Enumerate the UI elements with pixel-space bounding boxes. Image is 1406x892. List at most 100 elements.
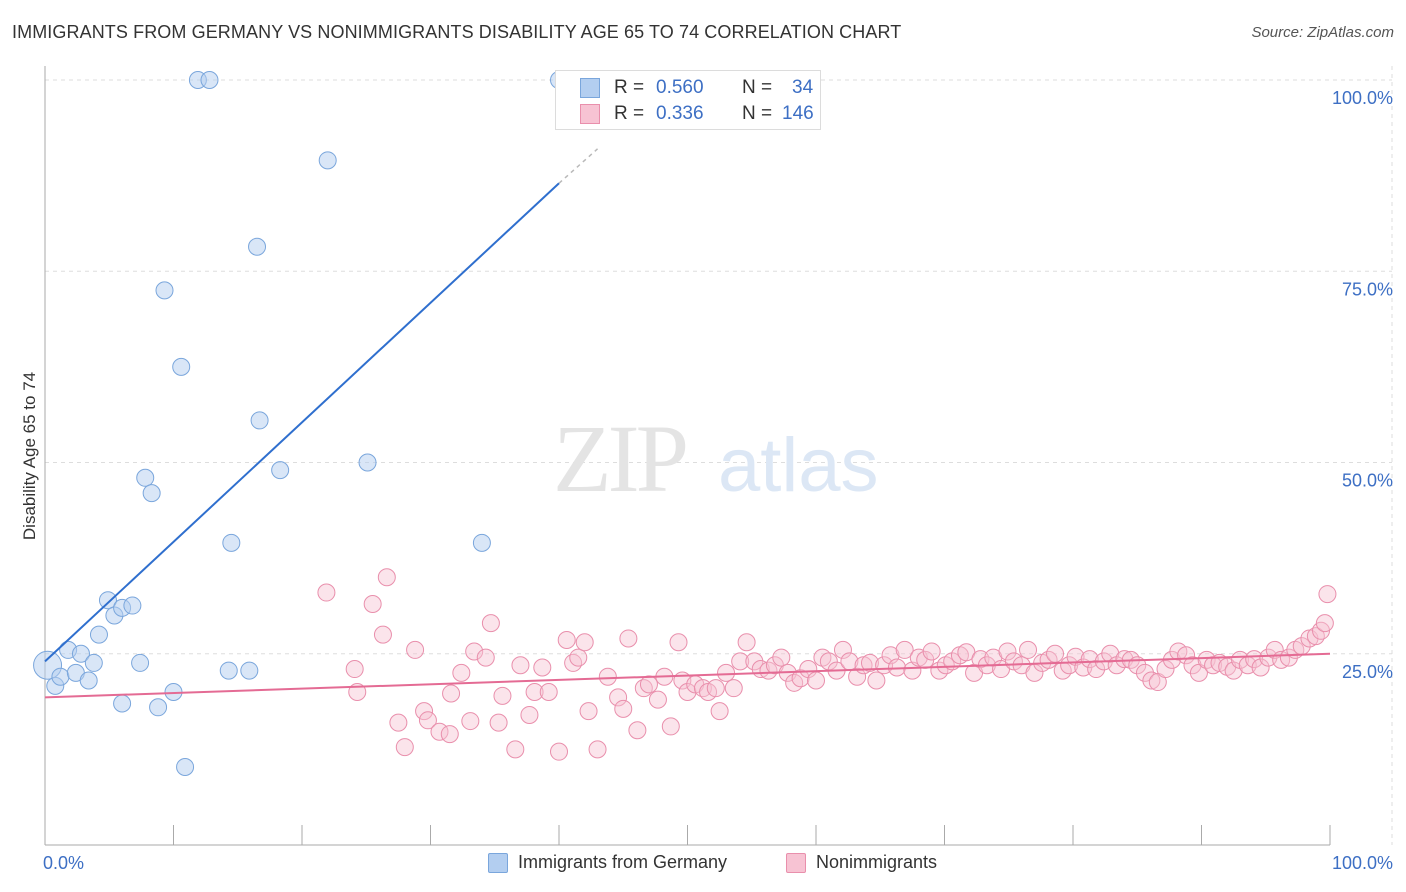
nonimmigrant-point: [867, 671, 886, 690]
nonimmigrant-point: [1224, 661, 1243, 680]
nonimmigrant-point: [1279, 648, 1298, 667]
nonimmigrant-point: [520, 705, 539, 724]
nonimmigrant-point: [724, 679, 743, 698]
nonimmigrant-point: [1251, 658, 1270, 677]
nonimmigrant-point: [922, 642, 941, 661]
nonimmigrant-point: [1087, 660, 1106, 679]
watermark-zip: ZIP: [553, 405, 686, 512]
nonimmigrant-point: [579, 702, 598, 721]
nonimmigrant-point: [317, 583, 336, 602]
y-tick-label: 50.0%: [1342, 471, 1393, 491]
nonimmigrant-point: [598, 667, 617, 686]
nonimmigrant-point: [998, 642, 1017, 661]
nonimmigrant-point: [661, 717, 680, 736]
nonimmigrant-point: [389, 713, 408, 732]
nonimmigrant-point: [345, 660, 364, 679]
nonimmigrant-point: [1156, 660, 1175, 679]
immigrant-point: [149, 698, 168, 717]
immigrants-trend-extension: [558, 148, 599, 184]
immigrant-point: [318, 151, 337, 170]
nonimmigrant-point: [895, 640, 914, 659]
nonimmigrant-point: [481, 614, 500, 633]
nonimmigrant-point: [511, 656, 530, 675]
axes: [44, 66, 1331, 846]
nonimmigrant-point: [539, 683, 558, 701]
x-tick-label-max: 100.0%: [1332, 853, 1393, 873]
y-axis-label: Disability Age 65 to 74: [20, 371, 39, 541]
legend-swatch-pink: [786, 852, 806, 873]
n-label: N =: [742, 103, 773, 124]
nonimmigrant-point: [557, 630, 576, 649]
legend-label-nonimmigrants: Nonimmigrants: [816, 852, 938, 872]
immigrant-point: [200, 71, 219, 89]
x-tick-labels: 0.0% 100.0%: [43, 853, 1393, 873]
nonimmigrant-point: [440, 725, 459, 744]
nonimmigrant-point: [785, 673, 804, 692]
nonimmigrant-point: [1019, 640, 1038, 659]
immigrant-point: [142, 484, 161, 503]
nonimmigrant-point: [648, 690, 667, 709]
immigrant-point: [98, 591, 117, 610]
nonimmigrant-point: [452, 663, 471, 682]
nonimmigrant-point: [619, 629, 638, 648]
nonimmigrant-point: [415, 702, 434, 721]
nonimmigrant-point: [564, 653, 583, 672]
nonimmigrant-point: [833, 640, 852, 659]
immigrant-point: [358, 453, 377, 472]
y-tick-label: 100.0%: [1332, 88, 1393, 108]
nonimmigrant-point: [575, 633, 594, 652]
nonimmigrant-point: [848, 667, 867, 686]
legend-label-immigrants: Immigrants from Germany: [518, 852, 728, 872]
nonimmigrants-trend-line: [44, 652, 1331, 699]
nonimmigrant-point: [609, 688, 628, 707]
pink-swatch: [580, 104, 600, 124]
nonimmigrant-point: [639, 675, 658, 694]
nonimmigrant-point: [1101, 644, 1120, 663]
y-tick-label: 25.0%: [1342, 662, 1393, 682]
nonimmigrant-point: [493, 686, 512, 705]
y-tick-labels: 25.0% 50.0% 75.0% 100.0%: [1332, 88, 1393, 682]
nonimmigrant-point: [737, 633, 756, 652]
chart-title: IMMIGRANTS FROM GERMANY VS NONIMMIGRANTS…: [12, 22, 902, 42]
immigrant-point: [71, 644, 90, 663]
n-value: 146: [782, 103, 814, 124]
nonimmigrant-point: [1306, 627, 1325, 646]
n-label: N =: [742, 77, 773, 98]
nonimmigrant-point: [717, 663, 736, 682]
nonimmigrant-point: [1265, 640, 1284, 659]
immigrants-points: [33, 71, 568, 776]
nonimmigrant-point: [710, 702, 729, 721]
legend-swatch-blue: [488, 852, 508, 873]
immigrant-point: [222, 533, 241, 552]
immigrant-point: [131, 653, 150, 672]
nonimmigrant-point: [678, 683, 697, 701]
r-label: R =: [614, 103, 645, 124]
nonimmigrant-point: [373, 625, 392, 644]
immigrant-point: [136, 468, 155, 487]
nonimmigrant-point: [706, 679, 725, 698]
nonimmigrant-point: [1315, 614, 1334, 633]
nonimmigrant-point: [406, 640, 425, 659]
chart-source: Source: ZipAtlas.com: [1251, 24, 1394, 41]
grid-lines: [45, 66, 1393, 845]
nonimmigrant-point: [807, 671, 825, 690]
nonimmigrant-point: [669, 633, 688, 652]
nonimmigrant-point: [1183, 656, 1202, 675]
nonimmigrant-point: [791, 669, 810, 688]
nonimmigrant-point: [465, 642, 484, 661]
legend-item-nonimmigrants[interactable]: Nonimmigrants: [786, 852, 937, 873]
immigrant-point: [271, 461, 290, 480]
nonimmigrant-point: [903, 661, 922, 680]
nonimmigrant-point: [731, 652, 750, 671]
nonimmigrant-point: [550, 742, 568, 761]
immigrant-point: [113, 694, 132, 713]
series-legend: Immigrants from Germany Nonimmigrants: [0, 852, 1406, 880]
nonimmigrant-point: [506, 740, 525, 759]
stats-row-blue: R = 0.560 N = 34: [580, 77, 813, 99]
nonimmigrant-point: [476, 648, 495, 667]
nonimmigrant-point: [418, 711, 437, 730]
blue-swatch: [580, 78, 600, 98]
legend-item-immigrants[interactable]: Immigrants from Germany: [488, 852, 727, 873]
nonimmigrant-point: [377, 568, 396, 587]
